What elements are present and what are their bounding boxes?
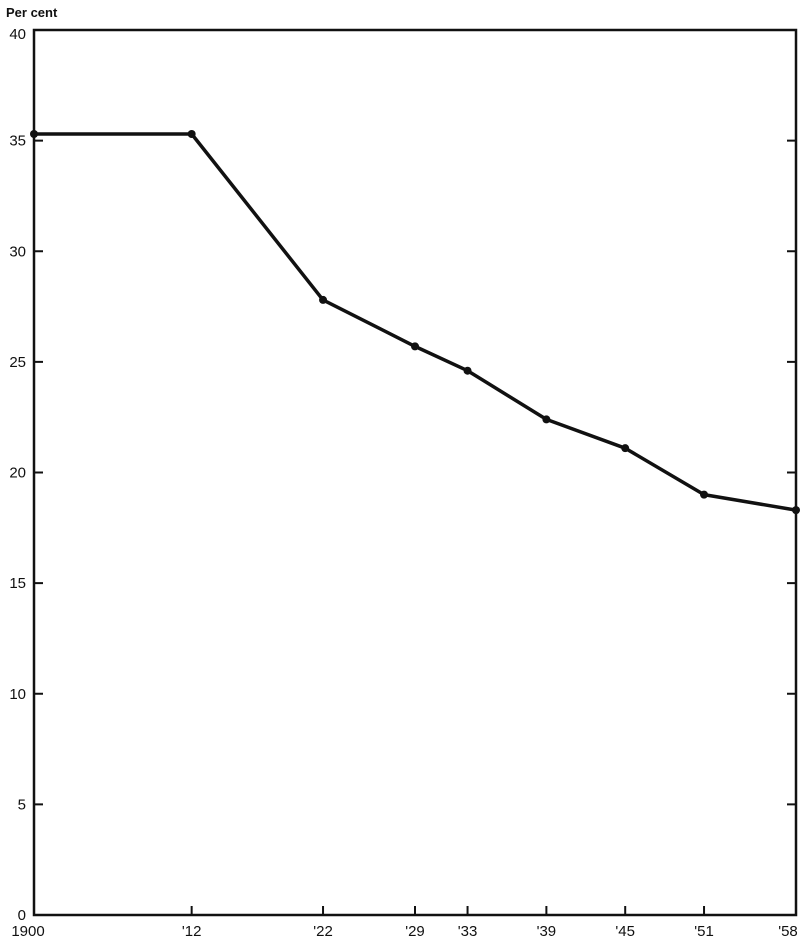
x-tick-label: '29 <box>405 923 425 940</box>
x-tick-label: '12 <box>182 923 202 940</box>
x-tick-label: 1900 <box>11 923 44 940</box>
x-axis-ticks: 1900 '12 '22 '29 '33 '39 '45 '51 '58 <box>11 906 798 940</box>
x-tick-label: '58 <box>778 923 798 940</box>
y-tick-label: 15 <box>9 575 26 592</box>
x-tick-label: '33 <box>458 923 478 940</box>
data-point <box>187 129 196 138</box>
y-tick-label: 5 <box>18 796 26 813</box>
data-point <box>411 342 419 351</box>
data-point <box>542 415 551 424</box>
x-tick-label: '39 <box>537 923 557 940</box>
data-point <box>621 444 630 453</box>
data-point <box>700 490 709 499</box>
data-point <box>319 295 328 304</box>
data-point <box>30 129 38 138</box>
x-tick-label: '45 <box>615 923 635 940</box>
data-point <box>792 506 800 515</box>
data-point <box>463 366 472 375</box>
y-tick-label: 0 <box>18 907 26 924</box>
y-axis-ticks: 0 5 10 15 20 25 30 35 40 <box>9 26 796 924</box>
y-tick-label: 20 <box>9 465 26 482</box>
plot-frame <box>32 28 798 917</box>
y-tick-label: 30 <box>9 243 26 260</box>
y-tick-label: 35 <box>9 133 26 150</box>
y-tick-label: 40 <box>9 26 26 43</box>
x-tick-label: '51 <box>694 923 714 940</box>
series-group <box>30 129 800 515</box>
series-line <box>32 132 798 512</box>
y-tick-label: 25 <box>9 354 26 371</box>
x-tick-label: '22 <box>313 923 333 940</box>
y-axis-label: Per cent <box>6 5 58 20</box>
plot-border <box>32 28 798 917</box>
y-tick-label: 10 <box>9 686 26 703</box>
